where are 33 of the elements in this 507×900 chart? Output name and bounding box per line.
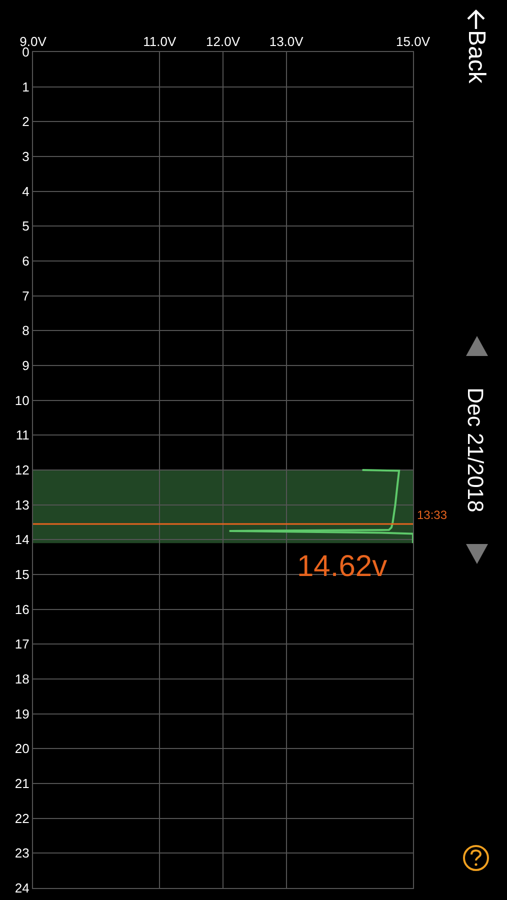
y-tick-label: 6 [22,254,30,269]
y-tick-label: 12 [14,462,30,478]
y-tick-label: 17 [14,636,30,652]
x-tick-label: 11.0V [143,34,176,49]
y-tick-label: 16 [14,602,30,617]
y-tick-label: 4 [22,184,30,199]
y-tick-label: 3 [22,149,30,164]
y-tick-label: 21 [14,776,30,792]
text: Dec 21/2018 [462,388,488,512]
y-tick-label: 24 [14,880,30,896]
y-tick-label: 13 [14,497,30,512]
y-tick-label: 15 [14,567,30,582]
y-tick-label: 20 [14,741,30,756]
text: Back [462,30,490,84]
y-tick-label: 14 [14,532,30,548]
x-tick-label: 15.0V [396,34,430,49]
annotation: 14.62v [297,550,388,583]
y-tick-label: 23 [14,846,30,861]
y-tick-label: 8 [22,323,30,338]
x-tick-label: 12.0V [206,34,240,49]
y-tick-label: 11 [16,428,30,443]
y-tick-label: 19 [14,706,30,722]
y-tick-label: 1 [22,79,30,94]
y-tick-label: 22 [14,810,30,826]
y-tick-label: 2 [22,114,30,130]
y-tick-label: 18 [14,672,30,687]
x-tick-label: 13.0V [269,34,304,49]
y-tick-label: 9 [22,358,30,374]
annotation: 13:33 [417,508,448,522]
y-tick-label: 10 [14,392,30,408]
line-series [228,469,413,544]
y-tick-label: 7 [22,288,30,304]
y-tick-label: 5 [22,218,30,234]
